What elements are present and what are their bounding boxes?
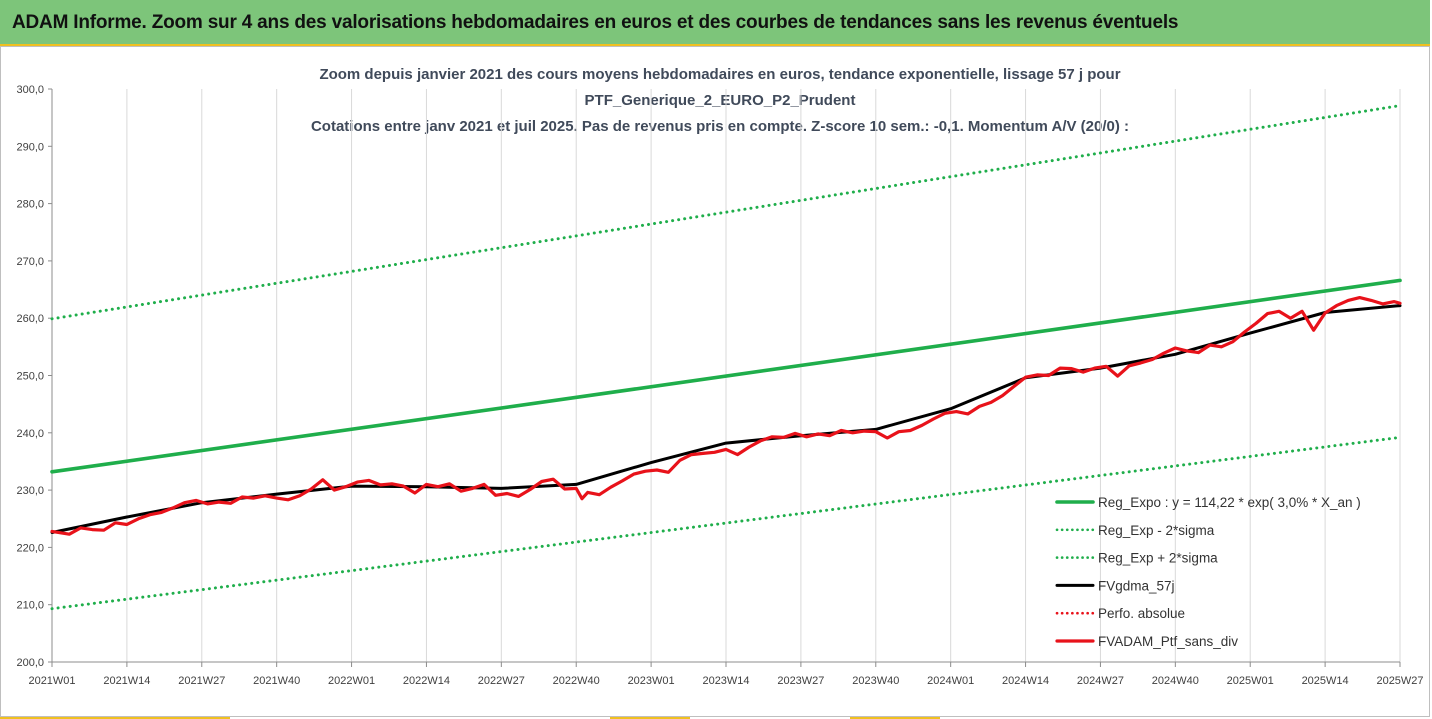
y-tick-label: 230,0 — [16, 485, 44, 497]
chart-title-line-1: Zoom depuis janvier 2021 des cours moyen… — [319, 66, 1121, 83]
x-tick-label: 2022W40 — [553, 675, 600, 687]
x-tick-label: 2023W40 — [852, 675, 899, 687]
x-tick-label: 2024W40 — [1152, 675, 1199, 687]
x-tick-label: 2024W27 — [1077, 675, 1124, 687]
legend-label-4: Perfo. absolue — [1098, 606, 1185, 621]
x-tick-label: 2025W14 — [1302, 675, 1349, 687]
legend-label-1: Reg_Exp - 2*sigma — [1098, 523, 1215, 538]
series-line-0 — [50, 278, 1402, 474]
x-tick-label: 2023W01 — [628, 675, 675, 687]
x-tick-label: 2022W14 — [403, 675, 450, 687]
accent-bar-bottom-mid — [610, 715, 690, 719]
chart-frame — [0, 46, 1430, 717]
x-tick-label: 2022W27 — [478, 675, 525, 687]
legend-label-5: FVADAM_Ptf_sans_div — [1098, 634, 1238, 649]
accent-bar-bottom-right — [850, 715, 940, 719]
legend-label-0: Reg_Expo : y = 114,22 * exp( 3,0% * X_an… — [1098, 495, 1361, 510]
series-line-3 — [50, 304, 1402, 534]
y-tick-label: 270,0 — [16, 256, 44, 268]
report-title: ADAM Informe. Zoom sur 4 ans des valoris… — [12, 12, 1179, 33]
legend-label-3: FVgdma_57j — [1098, 578, 1175, 593]
y-tick-label: 240,0 — [16, 428, 44, 440]
y-tick-label: 290,0 — [16, 141, 44, 153]
x-tick-label: 2024W14 — [1002, 675, 1049, 687]
legend-label-2: Reg_Exp + 2*sigma — [1098, 551, 1218, 566]
accent-bar-bottom-left — [0, 715, 230, 719]
y-tick-label: 300,0 — [16, 84, 44, 96]
report-banner: ADAM Informe. Zoom sur 4 ans des valoris… — [0, 0, 1430, 46]
axes: 2021W01 2021W14 2021W27 2021W40 2022W01 2022W… — [16, 84, 1423, 687]
series-line-2 — [50, 104, 1402, 321]
series-line-5 — [50, 296, 1402, 536]
series — [50, 104, 1402, 611]
x-tick-label: 2025W27 — [1376, 675, 1423, 687]
y-tick-label: 210,0 — [16, 600, 44, 612]
x-tick-label: 2023W14 — [702, 675, 749, 687]
y-tick-label: 280,0 — [16, 199, 44, 211]
y-tick-label: 220,0 — [16, 542, 44, 554]
x-tick-label: 2025W01 — [1227, 675, 1274, 687]
y-tick-label: 250,0 — [16, 371, 44, 383]
chart-title-line-2: PTF_Generique_2_EURO_P2_Prudent — [584, 92, 856, 109]
x-tick-label: 2021W01 — [28, 675, 75, 687]
x-tick-label: 2021W40 — [253, 675, 300, 687]
y-tick-label: 260,0 — [16, 313, 44, 325]
x-tick-label: 2023W27 — [777, 675, 824, 687]
x-tick-label: 2022W01 — [328, 675, 375, 687]
x-tick-label: 2024W01 — [927, 675, 974, 687]
chart-title-line-3: Cotations entre janv 2021 et juil 2025. … — [310, 118, 1130, 135]
y-tick-label: 200,0 — [16, 657, 44, 669]
legend: Reg_Expo : y = 114,22 * exp( 3,0% * X_an… — [1055, 495, 1361, 649]
x-tick-label: 2021W27 — [178, 675, 225, 687]
series-line-1 — [50, 435, 1402, 611]
x-tick-label: 2021W14 — [103, 675, 150, 687]
